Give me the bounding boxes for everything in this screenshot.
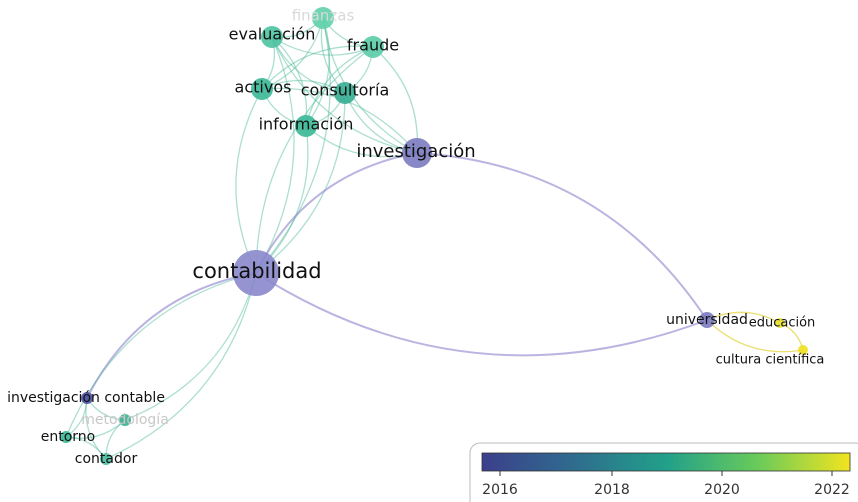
node-label: educación (749, 316, 816, 331)
legend-tick-label: 2016 (482, 482, 518, 498)
node-label: universidad (666, 312, 748, 328)
edge (261, 45, 374, 90)
edge (706, 319, 804, 353)
nodes (60, 7, 808, 465)
edge (305, 46, 374, 127)
node-label: investigación contable (7, 390, 165, 406)
edge (235, 88, 263, 274)
edge (65, 419, 126, 439)
legend-tick-label: 2018 (594, 482, 630, 498)
node-label: contabilidad (192, 259, 321, 283)
edge (255, 92, 346, 274)
edge (65, 272, 257, 438)
node (362, 36, 384, 58)
edge (86, 272, 257, 399)
node-label: cultura científica (716, 353, 825, 368)
node (402, 138, 432, 168)
node (100, 453, 112, 465)
node-label: activos (235, 78, 292, 97)
edge (416, 152, 708, 321)
color-bar (481, 452, 851, 472)
node (60, 431, 72, 443)
edge (105, 272, 257, 460)
edge (271, 36, 418, 154)
edge (271, 36, 308, 127)
node-label: contador (75, 451, 138, 467)
node-label: información (259, 115, 354, 134)
edge (255, 272, 708, 357)
node-label: metodología (81, 412, 169, 428)
node-label: entorno (41, 429, 96, 445)
node-label: evaluación (229, 25, 316, 44)
node (251, 78, 273, 100)
edge (255, 17, 331, 274)
node-label: investigación (356, 141, 475, 162)
node (312, 7, 334, 29)
node (775, 318, 785, 328)
node-label: fraude (347, 36, 399, 55)
edge (271, 36, 374, 56)
edge (255, 152, 418, 274)
node-label: finanzas (292, 7, 355, 25)
edge (255, 46, 374, 274)
edges (65, 17, 804, 460)
color-legend: 2016 2018 2020 2022 (469, 442, 858, 502)
node (334, 82, 356, 104)
node (798, 345, 808, 355)
edge (85, 397, 107, 460)
legend-box (469, 442, 858, 502)
node (699, 312, 715, 328)
edge (255, 36, 295, 274)
node-label: consultoría (301, 81, 390, 100)
legend-tick-label: 2022 (814, 482, 850, 498)
node (261, 26, 283, 48)
legend-tick-label: 2020 (704, 482, 740, 498)
edge (305, 17, 330, 127)
node (233, 250, 279, 296)
edge (124, 272, 257, 421)
node (81, 392, 93, 404)
node (119, 414, 131, 426)
node (295, 115, 317, 137)
